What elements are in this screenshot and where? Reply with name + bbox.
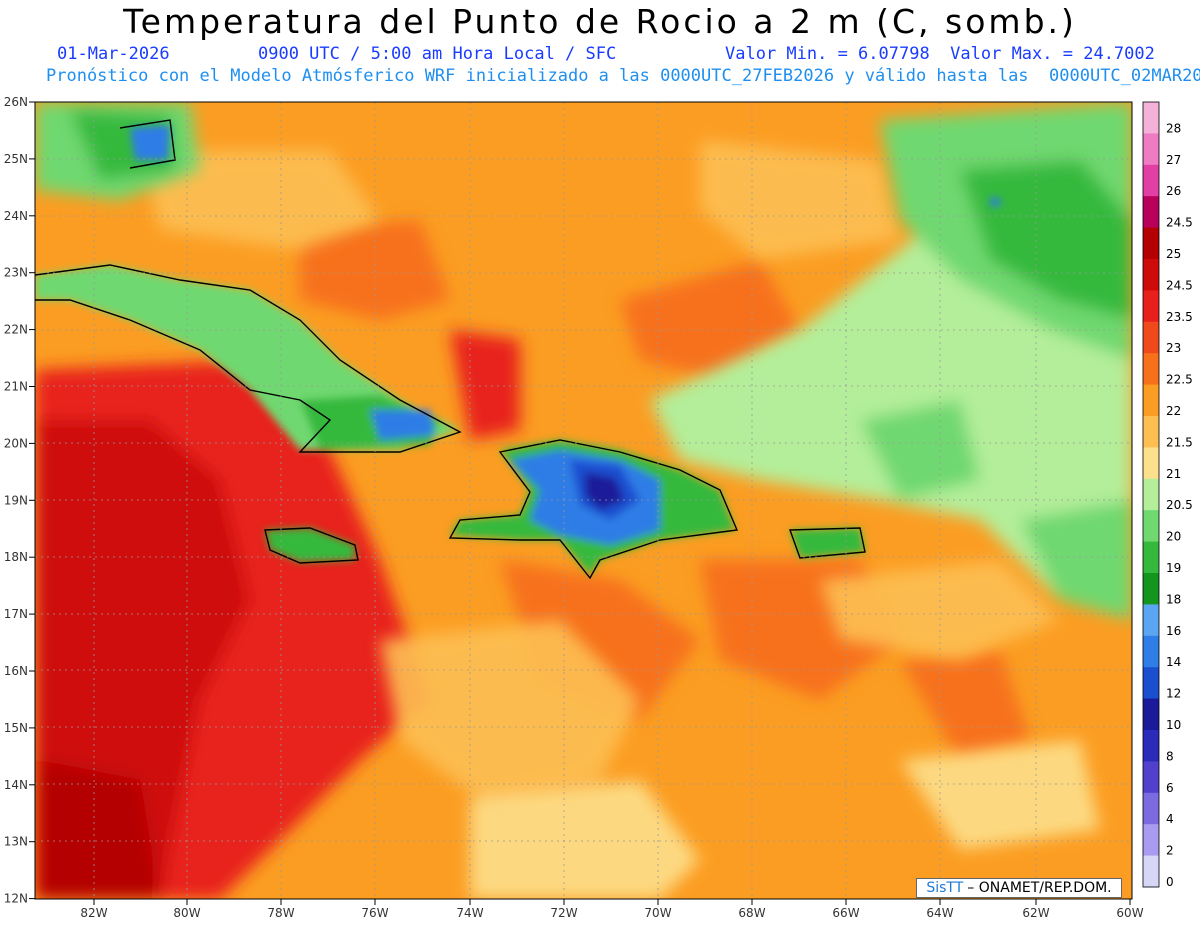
colorbar: 28272624.52524.523.52322.52221.52120.520…: [1142, 101, 1193, 889]
colorbar-swatch: [1143, 321, 1159, 354]
lon-label: 70W: [644, 906, 671, 920]
lat-label: 24N: [4, 209, 28, 223]
longitude-labels: 82W 80W 78W 76W 74W 72W 70W 68W 66W 64W 62W 60W: [80, 899, 1144, 920]
colorbar-swatch: [1143, 730, 1159, 762]
lat-label: 21N: [4, 380, 28, 394]
lat-label: 18N: [4, 550, 28, 564]
credit-brand: SisTT: [926, 880, 964, 896]
dewpoint-field: [35, 102, 1132, 899]
colorbar-label: 22.5: [1166, 373, 1193, 387]
colorbar-label: 23.5: [1166, 310, 1193, 324]
lat-label: 22N: [4, 323, 28, 337]
lat-label: 14N: [4, 778, 28, 792]
colorbar-label: 20: [1166, 530, 1181, 544]
colorbar-swatch: [1143, 290, 1159, 323]
lon-label: 82W: [80, 906, 107, 920]
colorbar-swatch: [1143, 604, 1159, 637]
map-title: Temperatura del Punto de Rocio a 2 m (C,…: [123, 2, 1077, 41]
lon-label: 60W: [1116, 906, 1143, 920]
valid-time: 0900 UTC / 5:00 am Hora Local / SFC: [258, 44, 617, 64]
colorbar-swatch: [1143, 196, 1159, 229]
lat-label: 15N: [4, 721, 28, 735]
colorbar-label: 20.5: [1166, 498, 1193, 512]
colorbar-label: 24.5: [1166, 278, 1193, 292]
coastlines: [35, 119, 866, 580]
colorbar-swatch: [1143, 698, 1159, 731]
colorbar-label: 21: [1166, 467, 1181, 481]
min-max-values: Valor Min. = 6.07798 Valor Max. = 24.700…: [725, 44, 1155, 64]
colorbar-swatch: [1143, 541, 1159, 574]
colorbar-frame: [1142, 101, 1160, 888]
valid-date: 01-Mar-2026: [57, 44, 170, 64]
lat-label: 17N: [4, 607, 28, 621]
colorbar-swatch: [1143, 447, 1159, 480]
colorbar-swatch: [1143, 384, 1159, 417]
colorbar-swatch: [1143, 824, 1159, 857]
colorbar-label: 2: [1166, 844, 1174, 858]
lon-label: 62W: [1022, 906, 1049, 920]
colorbar-label: 8: [1166, 749, 1174, 763]
colorbar-swatch: [1143, 792, 1159, 825]
colorbar-label: 21.5: [1166, 435, 1193, 449]
colorbar-label: 12: [1166, 687, 1181, 701]
lon-label: 64W: [926, 906, 953, 920]
latitude-labels: 26N 25N 24N 23N 22N 21N 20N 19N 18N 17N 16N 15N 14N 1…: [4, 95, 35, 906]
colorbar-label: 6: [1166, 781, 1174, 795]
lon-label: 74W: [456, 906, 483, 920]
colorbar-swatch: [1143, 573, 1159, 605]
colorbar-label: 26: [1166, 184, 1181, 198]
graticule: [35, 102, 1132, 899]
lon-label: 78W: [267, 906, 294, 920]
colorbar-swatch: [1143, 510, 1159, 543]
lat-label: 12N: [4, 892, 28, 906]
colorbar-swatch: [1143, 478, 1159, 511]
colorbar-label: 22: [1166, 404, 1181, 418]
colorbar-swatch: [1143, 667, 1159, 700]
credit-text: – ONAMET/REP.DOM.: [967, 880, 1112, 896]
colorbar-label: 16: [1166, 624, 1181, 638]
lon-label: 76W: [361, 906, 388, 920]
colorbar-swatch: [1143, 635, 1159, 668]
colorbar-swatch: [1143, 855, 1159, 888]
lon-label: 66W: [832, 906, 859, 920]
lat-label: 16N: [4, 664, 28, 678]
model-description: Pronóstico con el Modelo Atmósferico WRF…: [46, 66, 1200, 86]
lon-label: 68W: [738, 906, 765, 920]
colorbar-label: 24.5: [1166, 216, 1193, 230]
lat-label: 13N: [4, 835, 28, 849]
colorbar-label: 19: [1166, 561, 1181, 575]
colorbar-swatch: [1143, 416, 1159, 448]
colorbar-label: 4: [1166, 812, 1174, 826]
colorbar-swatch: [1143, 353, 1159, 386]
lon-label: 72W: [550, 906, 577, 920]
colorbar-label: 0: [1166, 875, 1174, 889]
colorbar-label: 14: [1166, 655, 1181, 669]
lon-label: 80W: [173, 906, 200, 920]
colorbar-swatch: [1143, 259, 1159, 291]
lat-label: 20N: [4, 436, 28, 450]
lat-label: 25N: [4, 152, 28, 166]
lat-label: 26N: [4, 95, 28, 109]
credit-box: SisTT – ONAMET/REP.DOM.: [916, 878, 1122, 898]
lat-label: 23N: [4, 266, 28, 280]
colorbar-label: 27: [1166, 153, 1181, 167]
colorbar-label: 25: [1166, 247, 1181, 261]
lat-label: 19N: [4, 493, 28, 507]
colorbar-label: 28: [1166, 121, 1181, 135]
colorbar-swatch: [1143, 133, 1159, 166]
colorbar-swatch: [1143, 227, 1159, 260]
colorbar-label: 18: [1166, 592, 1181, 606]
colorbar-label: 23: [1166, 341, 1181, 355]
colorbar-label: 10: [1166, 718, 1181, 732]
colorbar-swatch: [1143, 102, 1159, 134]
colorbar-swatch: [1143, 761, 1159, 794]
colorbar-swatch: [1143, 164, 1159, 197]
